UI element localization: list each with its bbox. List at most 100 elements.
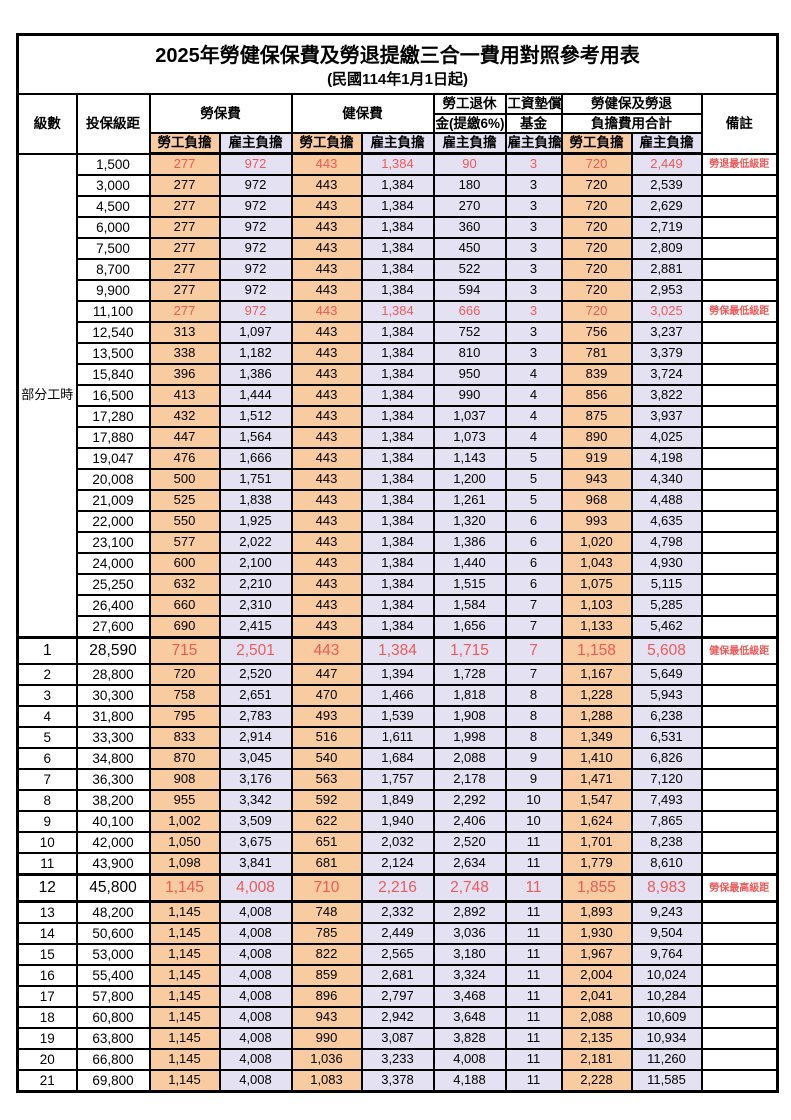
health-employer-cell: 1,684 xyxy=(360,747,435,771)
total-employee-cell: 1,103 xyxy=(560,594,633,618)
remark-cell xyxy=(700,922,779,946)
labor-employer-cell: 3,675 xyxy=(218,831,293,855)
wage-fund-employer-cell: 11 xyxy=(504,922,563,946)
health-employee-cell: 896 xyxy=(290,985,363,1009)
health-employer-cell: 1,757 xyxy=(360,768,435,792)
grade-cell: 14 xyxy=(16,922,78,946)
health-employer-cell: 1,384 xyxy=(360,594,435,618)
bracket-cell: 33,300 xyxy=(75,726,151,750)
remark-cell xyxy=(700,195,779,219)
health-employee-cell: 1,036 xyxy=(290,1048,363,1072)
total-employer-cell: 10,024 xyxy=(630,964,703,988)
header-pension-employer-burden: 雇主負擔 xyxy=(432,132,507,156)
remark-cell xyxy=(700,726,779,750)
grade-cell: 2 xyxy=(16,663,78,687)
table-row: 3,000 277 972 443 1,384 180 3 720 2,539 xyxy=(18,174,779,198)
grade-cell: 16 xyxy=(16,964,78,988)
health-employer-cell: 1,384 xyxy=(360,237,435,261)
labor-employer-cell: 3,176 xyxy=(218,768,293,792)
table-row: 13,500 338 1,182 443 1,384 810 3 781 3,379 xyxy=(18,342,779,366)
labor-employee-cell: 660 xyxy=(148,594,221,618)
wage-fund-employer-cell: 4 xyxy=(504,426,563,450)
health-employee-cell: 651 xyxy=(290,831,363,855)
header-health-employee-burden: 勞工負擔 xyxy=(290,132,363,156)
health-employee-cell: 563 xyxy=(290,768,363,792)
labor-employer-cell: 2,210 xyxy=(218,573,293,597)
table-row: 20,008 500 1,751 443 1,384 1,200 5 943 4,340 xyxy=(18,468,779,492)
remark-cell xyxy=(700,964,779,988)
labor-employee-cell: 955 xyxy=(148,789,221,813)
total-employer-cell: 2,449 xyxy=(630,152,703,177)
total-employer-cell: 4,635 xyxy=(630,510,703,534)
header-bracket: 投保級距 xyxy=(75,93,151,155)
table-row: 9,900 277 972 443 1,384 594 3 720 2,953 xyxy=(18,279,779,303)
table-row: 4 31,800 795 2,783 493 1,539 1,908 8 1,288 6,238 xyxy=(16,705,779,729)
header-labor-employee-burden: 勞工負擔 xyxy=(148,132,221,156)
health-employer-cell: 1,384 xyxy=(360,363,435,387)
bracket-cell: 21,009 xyxy=(75,489,151,513)
wage-fund-employer-cell: 6 xyxy=(504,573,563,597)
pension-employer-cell: 4,188 xyxy=(432,1069,507,1093)
pension-employer-cell: 1,440 xyxy=(432,552,507,576)
title-block: 2025年勞健保保費及勞退提繳三合一費用對照參考用表 (民國114年1月1日起) xyxy=(16,33,779,95)
pension-employer-cell: 1,386 xyxy=(432,531,507,555)
total-employee-cell: 1,967 xyxy=(560,943,633,967)
wage-fund-employer-cell: 11 xyxy=(504,831,563,855)
total-employee-cell: 1,410 xyxy=(560,747,633,771)
health-employee-cell: 540 xyxy=(290,747,363,771)
remark-cell xyxy=(700,447,779,471)
labor-employee-cell: 1,050 xyxy=(148,831,221,855)
labor-employer-cell: 972 xyxy=(218,300,293,324)
grade-cell: 4 xyxy=(16,705,78,729)
remark-cell xyxy=(700,663,779,687)
labor-employee-cell: 632 xyxy=(148,573,221,597)
pension-employer-cell: 2,892 xyxy=(432,900,507,925)
health-employer-cell: 1,384 xyxy=(360,552,435,576)
pension-employer-cell: 3,036 xyxy=(432,922,507,946)
grade-cell: 17 xyxy=(16,985,78,1009)
total-employer-cell: 9,243 xyxy=(630,900,703,925)
wage-fund-employer-cell: 6 xyxy=(504,552,563,576)
labor-employer-cell: 4,008 xyxy=(218,900,293,925)
pension-employer-cell: 1,656 xyxy=(432,615,507,639)
total-employee-cell: 1,930 xyxy=(560,922,633,946)
pension-employer-cell: 3,324 xyxy=(432,964,507,988)
health-employer-cell: 1,384 xyxy=(360,510,435,534)
total-employer-cell: 4,025 xyxy=(630,426,703,450)
total-employee-cell: 1,043 xyxy=(560,552,633,576)
header-remark: 備註 xyxy=(700,93,779,155)
labor-employer-cell: 2,501 xyxy=(218,636,293,666)
labor-employee-cell: 277 xyxy=(148,237,221,261)
health-employee-cell: 943 xyxy=(290,1006,363,1030)
total-employee-cell: 720 xyxy=(560,174,633,198)
grade-cell: 6 xyxy=(16,747,78,771)
health-employee-cell: 710 xyxy=(290,873,363,904)
table-row: 5 33,300 833 2,914 516 1,611 1,998 8 1,349 6,531 xyxy=(16,726,779,750)
grade-cell: 11 xyxy=(16,852,78,876)
labor-employer-cell: 2,100 xyxy=(218,552,293,576)
header-wage-fund-line2: 基金 xyxy=(504,112,563,135)
health-employee-cell: 443 xyxy=(290,489,363,513)
labor-employee-cell: 1,145 xyxy=(148,1027,221,1051)
table-row: 24,000 600 2,100 443 1,384 1,440 6 1,043 4,930 xyxy=(18,552,779,576)
labor-employer-cell: 2,651 xyxy=(218,684,293,708)
remark-cell xyxy=(700,573,779,597)
health-employee-cell: 822 xyxy=(290,943,363,967)
wage-fund-employer-cell: 11 xyxy=(504,1069,563,1093)
labor-employee-cell: 758 xyxy=(148,684,221,708)
bracket-cell: 1,500 xyxy=(75,152,151,177)
bracket-cell: 42,000 xyxy=(75,831,151,855)
total-employee-cell: 2,228 xyxy=(560,1069,633,1093)
pension-employer-cell: 3,180 xyxy=(432,943,507,967)
header-health-insurance: 健保費 xyxy=(290,92,435,135)
total-employee-cell: 1,855 xyxy=(560,873,633,904)
bracket-cell: 28,590 xyxy=(75,636,151,666)
labor-employee-cell: 413 xyxy=(148,384,221,408)
pension-employer-cell: 2,748 xyxy=(432,873,507,904)
labor-employee-cell: 277 xyxy=(148,152,221,177)
remark-cell xyxy=(700,216,779,240)
wage-fund-employer-cell: 11 xyxy=(504,900,563,925)
remark-cell xyxy=(700,943,779,967)
total-employer-cell: 4,488 xyxy=(630,489,703,513)
bracket-cell: 60,800 xyxy=(75,1006,151,1030)
